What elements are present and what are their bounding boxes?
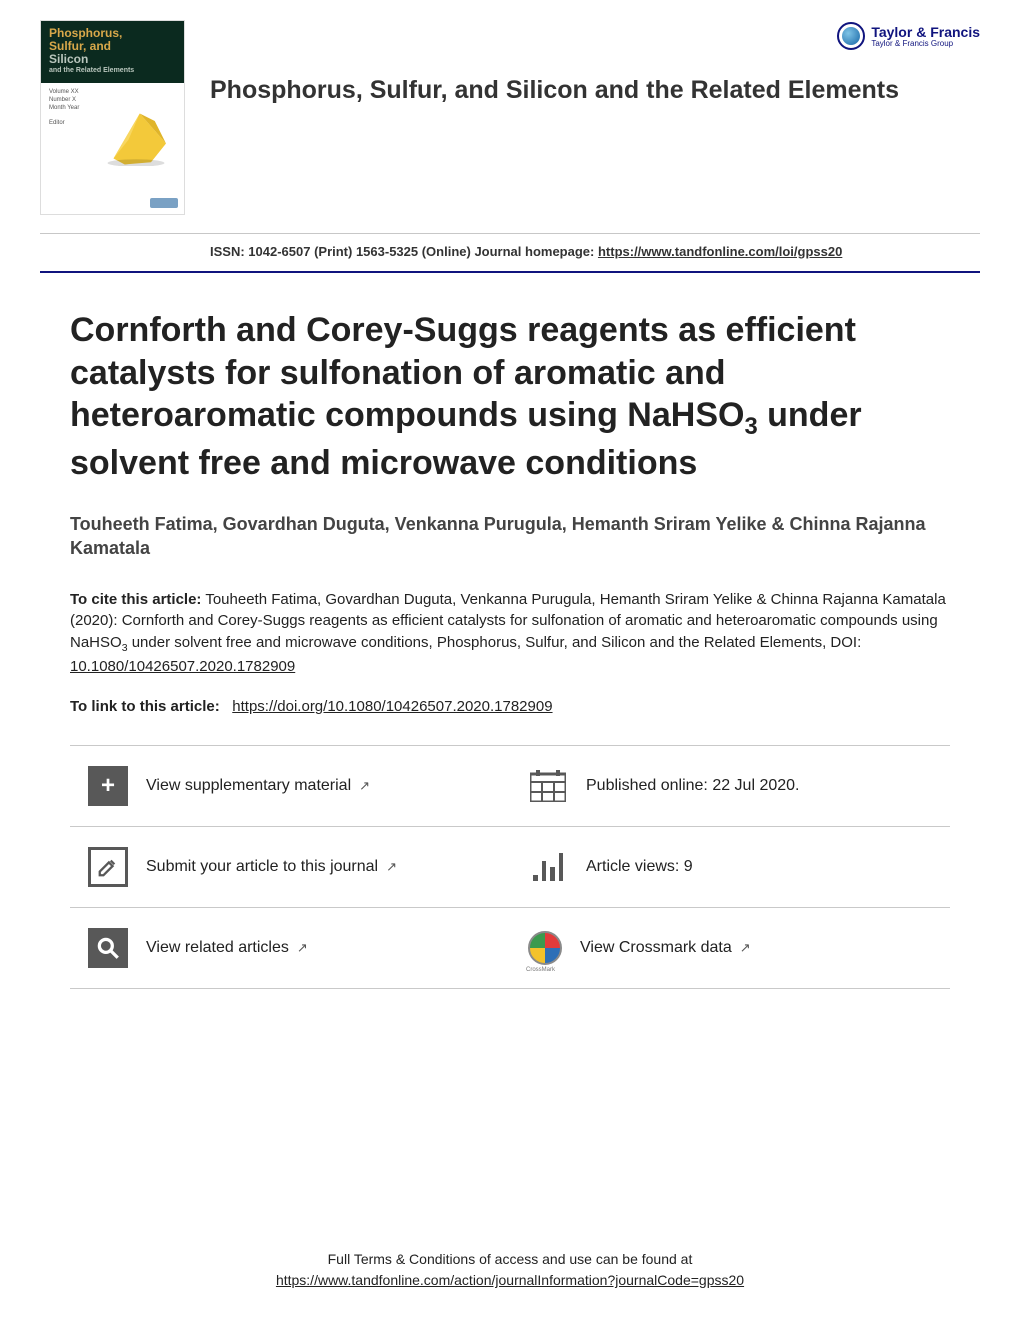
external-icon: ↗ [740, 940, 751, 956]
header-right: Taylor & Francis Taylor & Francis Group … [210, 20, 980, 105]
external-icon: ↗ [386, 859, 397, 875]
publisher-logo[interactable]: Taylor & Francis Taylor & Francis Group [837, 22, 980, 50]
barchart-icon [528, 847, 568, 887]
issn-text: ISSN: 1042-6507 (Print) 1563-5325 (Onlin… [210, 244, 598, 259]
journal-homepage-link[interactable]: https://www.tandfonline.com/loi/gpss20 [598, 244, 842, 259]
external-icon: ↗ [359, 778, 370, 794]
link-label: To link to this article: [70, 698, 220, 715]
related-articles-link[interactable]: View related articles ↗ [70, 908, 510, 988]
article-authors: Touheeth Fatima, Govardhan Duguta, Venka… [70, 512, 950, 561]
actions-grid: + View supplementary material ↗ [70, 745, 950, 989]
footer-terms-link[interactable]: https://www.tandfonline.com/action/journ… [276, 1272, 744, 1288]
cover-title-block: Phosphorus, Sulfur, and Silicon and the … [41, 21, 184, 83]
calendar-icon [528, 766, 568, 806]
published-label: Published online: 22 Jul 2020. [586, 777, 800, 795]
article-title: Cornforth and Corey-Suggs reagents as ef… [70, 309, 950, 484]
cover-crystal-image [96, 106, 176, 166]
cite-label: To cite this article: [70, 591, 201, 608]
supplementary-material-link[interactable]: + View supplementary material ↗ [70, 746, 510, 826]
related-label: View related articles [146, 939, 289, 957]
doi-link[interactable]: https://doi.org/10.1080/10426507.2020.17… [232, 698, 552, 715]
publisher-sub: Taylor & Francis Group [871, 39, 980, 48]
cover-publisher-badge [150, 198, 178, 208]
issn-bar: ISSN: 1042-6507 (Print) 1563-5325 (Onlin… [40, 233, 980, 273]
journal-title: Phosphorus, Sulfur, and Silicon and the … [210, 76, 980, 105]
crossmark-link[interactable]: View Crossmark data ↗ [510, 908, 950, 988]
page-footer: Full Terms & Conditions of access and us… [0, 1249, 1020, 1331]
doi-link-line: To link to this article: https://doi.org… [70, 698, 950, 715]
published-date-cell: Published online: 22 Jul 2020. [510, 746, 950, 826]
cite-doi[interactable]: 10.1080/10426507.2020.1782909 [70, 658, 295, 675]
submit-label: Submit your article to this journal [146, 858, 378, 876]
citation-block: To cite this article: Touheeth Fatima, G… [70, 589, 950, 678]
header-band: Phosphorus, Sulfur, and Silicon and the … [0, 0, 1020, 215]
crossmark-icon [528, 931, 562, 965]
magnifier-icon [88, 928, 128, 968]
external-icon: ↗ [297, 940, 308, 956]
plus-icon: + [88, 766, 128, 806]
cover-line4: and the Related Elements [49, 67, 176, 75]
cover-line3: Silicon [49, 53, 176, 66]
publisher-name: Taylor & Francis [871, 25, 980, 39]
cite-body: Touheeth Fatima, Govardhan Duguta, Venka… [70, 591, 946, 652]
views-label: Article views: 9 [586, 858, 693, 876]
submit-article-link[interactable]: Submit your article to this journal ↗ [70, 827, 510, 907]
footer-line1: Full Terms & Conditions of access and us… [0, 1249, 1020, 1270]
supplementary-label: View supplementary material [146, 777, 351, 795]
tf-logo-icon [837, 22, 865, 50]
crossmark-label: View Crossmark data [580, 939, 732, 957]
journal-cover-thumbnail[interactable]: Phosphorus, Sulfur, and Silicon and the … [40, 20, 185, 215]
pencil-icon [88, 847, 128, 887]
main-content: Cornforth and Corey-Suggs reagents as ef… [0, 273, 1020, 989]
article-views-cell: Article views: 9 [510, 827, 950, 907]
